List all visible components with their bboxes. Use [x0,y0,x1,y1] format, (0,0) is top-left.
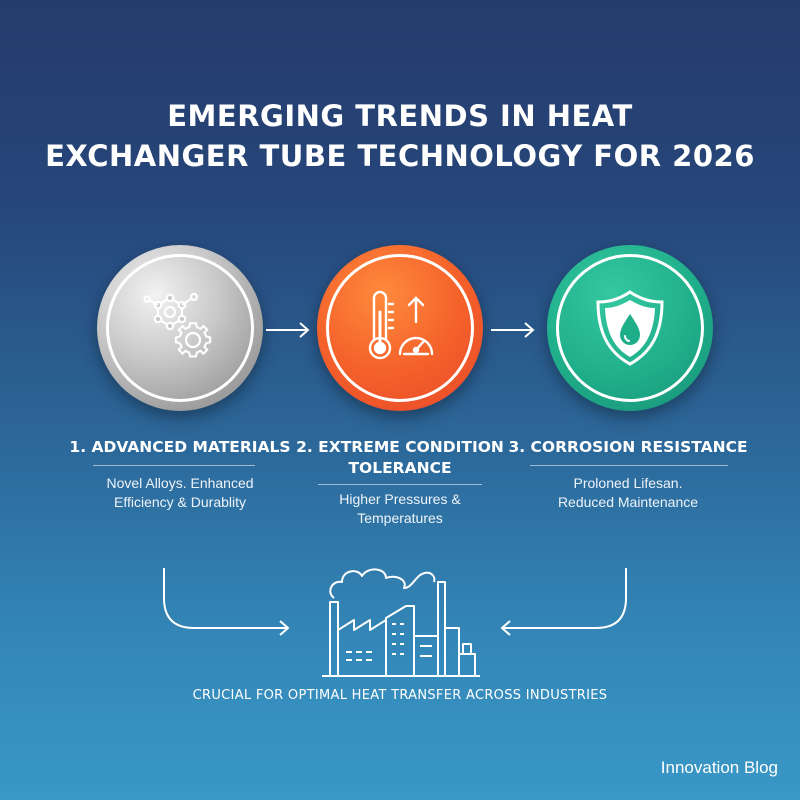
step-3-description: Proloned Lifesan. Reduced Maintenance [488,474,768,512]
factory-icon [322,568,480,677]
title-line-1: EMERGING TRENDS IN HEAT [167,99,633,133]
step-2-desc-line-1: Higher Pressures & [339,491,461,507]
step-1-title-line: 1. ADVANCED MATERIALS [69,438,291,456]
step-3-title-line: 3. CORROSION RESISTANCE [508,438,748,456]
arrow-right-icon [491,322,535,338]
shield-droplet-icon [596,290,664,366]
curved-arrow-left-icon [500,568,627,636]
step-1-divider [93,465,255,466]
step-3-circle [547,245,713,411]
step-1-description: Novel Alloys. Enhanced Efficiency & Dura… [40,474,320,512]
step-1-desc-line-1: Novel Alloys. Enhanced [106,475,254,491]
step-2-circle [317,245,483,411]
step-3-title: 3. CORROSION RESISTANCE [488,437,768,458]
molecule-gear-icon [143,292,212,358]
step-2-title: 2. EXTREME CONDITION TOLERANCE [260,437,540,479]
page-title: EMERGING TRENDS IN HEAT EXCHANGER TUBE T… [0,96,800,176]
step-2-description: Higher Pressures & Temperatures [260,490,540,528]
thermometer-gauge-icon [368,290,434,360]
brand-label: Innovation Blog [660,758,778,777]
step-2-title-line-2: TOLERANCE [348,459,452,477]
curved-arrow-right-icon [163,568,290,636]
title-line-2: EXCHANGER TUBE TECHNOLOGY FOR 2026 [45,139,755,173]
step-1-title: 1. ADVANCED MATERIALS [40,437,320,458]
step-1-circle [97,245,263,411]
step-2-divider [318,484,482,485]
step-2-desc-line-2: Temperatures [357,510,443,526]
arrow-right-icon [266,322,310,338]
step-3-divider [530,465,728,466]
step-3-desc-line-2: Reduced Maintenance [557,494,699,510]
step-3-desc-line-1: Proloned Lifesan. [573,475,683,491]
step-2-title-line-1: 2. EXTREME CONDITION [296,438,504,456]
step-1-desc-line-2: Efficiency & Durablity [113,494,246,510]
footer-caption: CRUCIAL FOR OPTIMAL HEAT TRANSFER ACROSS… [192,688,608,703]
